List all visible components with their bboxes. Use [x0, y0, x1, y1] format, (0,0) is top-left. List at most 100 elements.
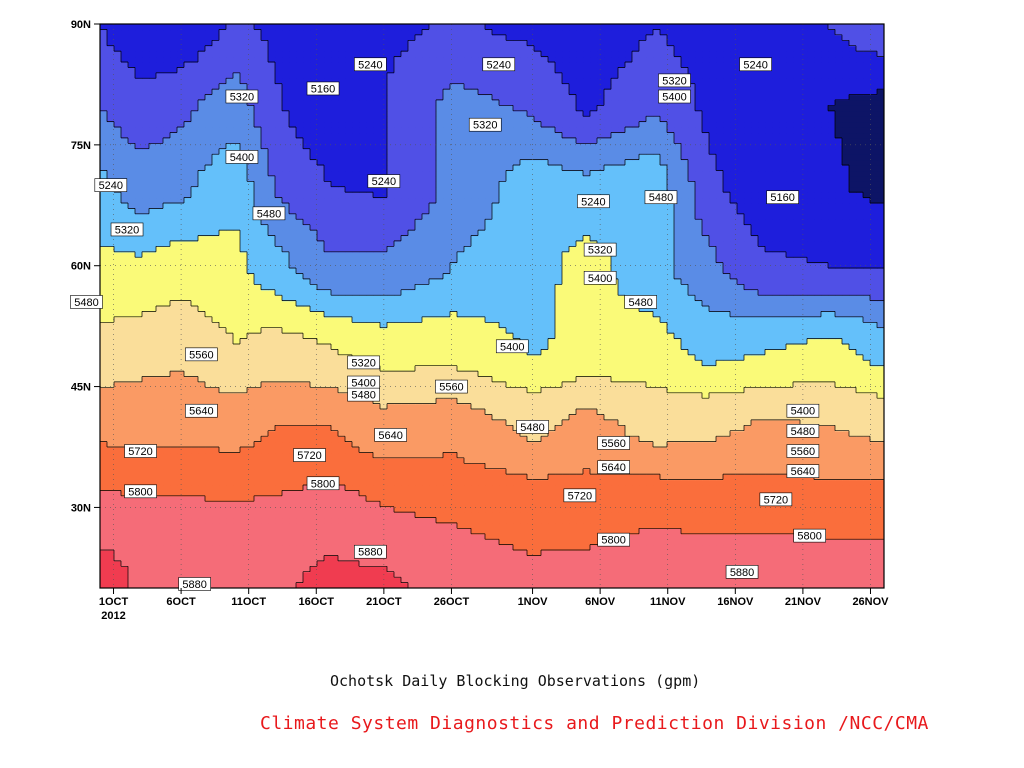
field-cell	[674, 522, 682, 529]
field-cell	[359, 512, 367, 519]
field-cell	[863, 354, 871, 361]
field-cell	[205, 441, 213, 448]
field-cell	[660, 365, 668, 372]
field-cell	[135, 571, 143, 578]
field-cell	[583, 414, 591, 421]
field-cell	[576, 457, 584, 464]
field-cell	[632, 381, 640, 388]
field-cell	[576, 512, 584, 519]
field-cell	[730, 349, 738, 356]
field-cell	[128, 381, 136, 388]
field-cell	[387, 371, 395, 378]
field-cell	[471, 398, 479, 405]
field-cell	[555, 457, 563, 464]
field-cell	[562, 371, 570, 378]
field-cell	[639, 474, 647, 481]
field-cell	[576, 447, 584, 454]
field-cell	[219, 398, 227, 405]
field-cell	[702, 533, 710, 540]
field-cell	[401, 577, 409, 584]
field-cell	[856, 495, 864, 502]
field-cell	[205, 343, 213, 350]
field-cell	[681, 457, 689, 464]
field-cell	[541, 571, 549, 578]
field-cell	[513, 392, 521, 399]
field-cell	[359, 484, 367, 491]
field-cell	[338, 343, 346, 350]
field-cell	[499, 381, 507, 388]
field-cell	[422, 452, 430, 459]
field-cell	[184, 398, 192, 405]
field-cell	[695, 349, 703, 356]
field-cell	[653, 506, 661, 513]
field-cell	[688, 371, 696, 378]
field-cell	[520, 371, 528, 378]
field-cell	[331, 441, 339, 448]
field-cell	[114, 360, 122, 367]
field-cell	[877, 528, 884, 535]
field-cell	[394, 571, 402, 578]
field-cell	[695, 528, 703, 535]
field-cell	[618, 495, 626, 502]
field-cell	[541, 577, 549, 584]
field-cell	[814, 387, 822, 394]
field-cell	[142, 571, 150, 578]
field-cell	[457, 398, 465, 405]
field-cell	[128, 582, 136, 588]
field-cell	[800, 555, 808, 562]
field-cell	[485, 387, 493, 394]
field-cell	[324, 544, 332, 551]
field-cell	[506, 528, 514, 535]
field-cell	[401, 398, 409, 405]
field-cell	[849, 430, 857, 437]
field-cell	[709, 425, 717, 432]
field-cell	[282, 425, 290, 432]
field-cell	[681, 582, 689, 588]
field-cell	[541, 474, 549, 481]
field-cell	[422, 403, 430, 410]
field-cell	[478, 501, 486, 508]
field-cell	[597, 381, 605, 388]
field-cell	[541, 522, 549, 529]
field-cell	[688, 430, 696, 437]
field-cell	[590, 419, 598, 426]
field-cell	[709, 566, 717, 573]
field-cell	[107, 566, 115, 573]
field-cell	[856, 582, 864, 588]
field-cell	[856, 566, 864, 573]
field-cell	[856, 376, 864, 383]
field-cell	[618, 398, 626, 405]
field-cell	[562, 349, 570, 356]
field-cell	[499, 457, 507, 464]
field-cell	[422, 409, 430, 416]
field-cell	[191, 468, 199, 475]
field-cell	[135, 474, 143, 481]
field-cell	[478, 425, 486, 432]
field-cell	[856, 354, 864, 361]
field-cell	[583, 550, 591, 557]
field-cell	[177, 343, 185, 350]
field-cell	[415, 490, 423, 497]
field-cell	[737, 533, 745, 540]
field-cell	[394, 501, 402, 508]
field-cell	[359, 582, 367, 588]
field-cell	[443, 533, 451, 540]
field-cell	[443, 403, 451, 410]
field-cell	[408, 354, 416, 361]
field-cell	[625, 414, 633, 421]
field-cell	[667, 430, 675, 437]
field-cell	[527, 447, 535, 454]
field-cell	[555, 436, 563, 443]
field-cell	[149, 349, 157, 356]
field-cell	[800, 506, 808, 513]
field-cell	[282, 577, 290, 584]
field-cell	[772, 365, 780, 372]
field-cell	[716, 468, 724, 475]
field-cell	[863, 447, 871, 454]
field-cell	[625, 550, 633, 557]
field-cell	[338, 452, 346, 459]
field-cell	[352, 441, 360, 448]
field-cell	[849, 474, 857, 481]
field-cell	[233, 409, 241, 416]
field-cell	[317, 360, 325, 367]
